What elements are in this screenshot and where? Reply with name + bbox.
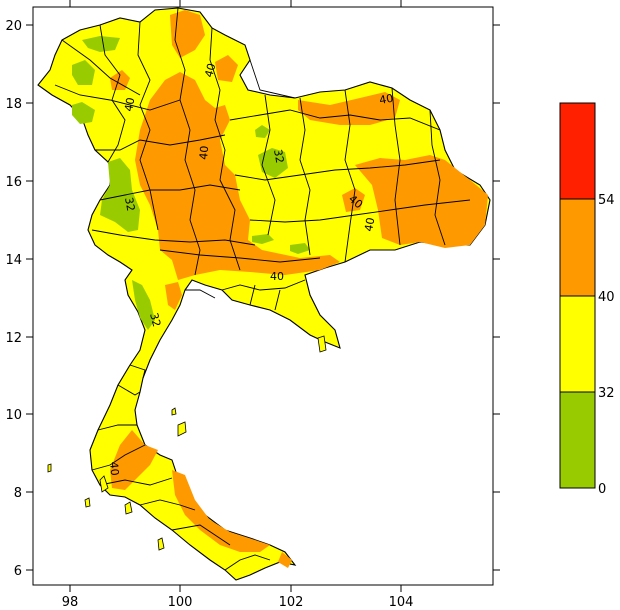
- zone-orange-south-east: [172, 470, 270, 552]
- zone-green-peninsula: [132, 280, 155, 330]
- contour-label: 40: [202, 62, 218, 79]
- zone-orange-north: [170, 10, 205, 58]
- contour-label: 40: [122, 96, 137, 112]
- zone-green-north-2: [72, 60, 95, 85]
- islands: [47, 335, 327, 551]
- zone-orange-n2: [215, 55, 238, 82]
- contour-label: 40: [378, 92, 394, 107]
- zone-green-c-1: [252, 234, 274, 244]
- zone-green-ne-2: [258, 148, 288, 178]
- contour-label: 32: [271, 148, 286, 164]
- legend-swatch: [559, 102, 596, 200]
- legend-label: 40: [598, 290, 615, 305]
- contour-label: 40: [270, 270, 284, 283]
- zone-orange-nw: [110, 70, 130, 90]
- y-tick-label: 12: [5, 331, 22, 346]
- axis-ticks: [26, 0, 500, 592]
- legend-swatch: [559, 295, 596, 393]
- province-borders: [54, 7, 471, 571]
- y-tick-label: 10: [5, 408, 22, 423]
- contour-label: 32: [147, 311, 163, 328]
- x-tick-label: 104: [389, 595, 414, 610]
- zone-orange-northeast-top: [298, 92, 400, 125]
- zone-green-north-1: [82, 36, 120, 52]
- legend-label: 0: [598, 482, 606, 497]
- zone-orange-central: [135, 72, 340, 280]
- zone-green-west: [100, 158, 140, 232]
- legend-colorbar: [559, 102, 596, 489]
- zone-orange-south-west: [110, 430, 158, 490]
- legend-label: 32: [598, 386, 615, 401]
- contour-label: 40: [107, 461, 121, 476]
- legend-swatch: [559, 391, 596, 489]
- legend-swatch: [559, 198, 596, 297]
- zone-green-c-2: [290, 243, 310, 254]
- y-tick-label: 14: [5, 253, 22, 268]
- contour-label: 40: [362, 216, 377, 232]
- y-tick-label: 18: [5, 97, 22, 112]
- contour-label: 40: [197, 145, 211, 160]
- zone-orange-peninsula-north: [165, 282, 182, 310]
- zone-orange-south-tip: [278, 552, 292, 568]
- y-tick-label: 20: [5, 19, 22, 34]
- y-tick-label: 6: [14, 564, 22, 579]
- x-tick-label: 100: [168, 595, 193, 610]
- zone-orange-northeast-east: [355, 155, 488, 248]
- y-tick-label: 8: [14, 486, 22, 501]
- contour-label: 32: [122, 196, 137, 212]
- legend-label: 54: [598, 193, 615, 208]
- zone-green-north-3: [72, 102, 95, 124]
- x-tick-label: 102: [279, 595, 304, 610]
- zone-green-ne-1: [255, 125, 270, 138]
- x-tick-label: 98: [62, 595, 79, 610]
- y-tick-label: 16: [5, 175, 22, 190]
